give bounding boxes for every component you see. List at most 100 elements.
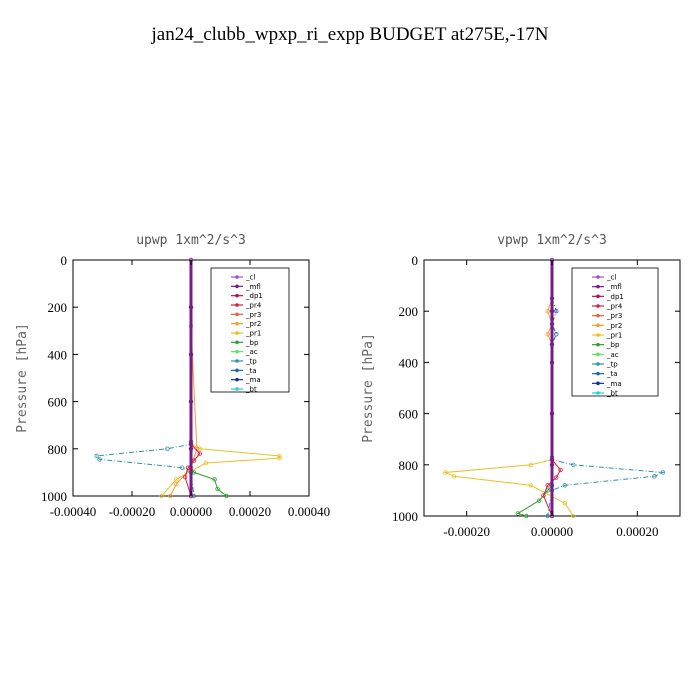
vpwp-series-point-pr2 [545, 332, 550, 337]
upwp-series-line-tp [95, 441, 195, 497]
vpwp-series-point-bp [537, 498, 542, 503]
vpwp-legend: _cl_mfl _dp1 _pr4_pr3 _pr2 _pr1_bp _ac _tp_ta _… [571, 267, 659, 398]
legend-label: _mfl [606, 283, 622, 291]
upwp-y-tick-label: 0 [61, 253, 68, 268]
vpwp-series-point-mfl [549, 411, 555, 416]
vpwp-series-point-pr4 [558, 467, 563, 473]
upwp-y-tick-label: 800 [48, 442, 68, 457]
legend-label: _cl [245, 274, 255, 282]
upwp-series-point-pr4 [182, 474, 188, 480]
legend-marker [596, 275, 600, 279]
upwp-series-point-bp [215, 486, 220, 492]
vpwp-series-point-tp [660, 470, 666, 475]
vpwp-series-point-pr4 [541, 493, 546, 498]
vpwp-series-point-ta [554, 332, 559, 337]
vpwp-y-tick-label: 200 [399, 304, 419, 319]
upwp-series-point-pr1 [174, 477, 179, 482]
vpwp-series-point-mfl [549, 309, 555, 314]
legend-marker [596, 342, 600, 347]
vpwp-series-point-mfl [549, 360, 555, 365]
upwp-series-point-tp [97, 457, 102, 462]
legend-label: _bt [245, 386, 257, 394]
legend-label: _dp1 [245, 292, 263, 300]
vpwp-x-tick-label: 0.00020 [616, 524, 658, 539]
upwp-series-line-bp [190, 467, 227, 497]
legend-marker [596, 304, 600, 308]
vpwp-y-ticks: 0 200 400 600 800 1000 [392, 253, 680, 524]
legend-label: _pr1 [606, 332, 622, 340]
vpwp-series-point-pr4 [545, 483, 550, 488]
vpwp-series-point-bp [515, 511, 521, 516]
legend-marker [235, 321, 239, 326]
upwp-series-point-mfl [188, 446, 194, 451]
upwp-y-tick-label: 600 [48, 395, 68, 410]
legend-label: _pr3 [606, 312, 622, 320]
legend-marker [235, 275, 239, 279]
vpwp-x-tick-label: -0.00020 [443, 524, 490, 539]
upwp-panel: upwp 1xm^2/s^3 -0.00040 -0.00020 0.00000 0.… [15, 233, 330, 519]
vpwp-series-line-tp [547, 457, 665, 517]
vpwp-series-point-mfl [549, 462, 555, 467]
upwp-series-point-mfl [188, 399, 194, 404]
upwp-series-point-pr4 [197, 451, 203, 456]
legend-marker [235, 377, 239, 382]
vpwp-y-tick-label: 600 [399, 407, 419, 422]
legend-label: _pr3 [245, 311, 261, 319]
legend-label: _ma [245, 376, 261, 384]
legend-label: _ac [245, 348, 258, 356]
upwp-series-point-pr1 [159, 493, 164, 499]
upwp-series-point-mfl [188, 352, 194, 357]
legend-marker [235, 284, 239, 289]
legend-marker [596, 381, 600, 386]
legend-label: _dp1 [606, 293, 624, 301]
legend-marker [235, 312, 239, 317]
legend-label: _tp [245, 358, 257, 366]
vpwp-y-axis-label: Pressure [hPa] [361, 333, 376, 443]
vpwp-legend-box [571, 267, 659, 397]
upwp-y-tick-label: 400 [48, 347, 68, 362]
vpwp-series-point-pr1 [528, 483, 533, 488]
legend-label: _pr1 [245, 330, 261, 338]
upwp-series-point-mfl [188, 305, 194, 310]
legend-label: _tp [606, 361, 618, 369]
legend-marker [235, 349, 239, 354]
upwp-y-ticks: 0 200 400 600 800 1000 [41, 253, 309, 504]
legend-marker [235, 340, 239, 345]
legend-label: _pr4 [606, 303, 623, 311]
vpwp-series-line-pr1 [443, 457, 574, 517]
legend-marker [596, 352, 600, 357]
upwp-series-point-pr1 [277, 456, 282, 461]
upwp-series-point-tp [179, 465, 185, 470]
legend-label: _ta [245, 367, 257, 375]
upwp-legend: _cl_mfl_dp1_pr4_pr3_pr2_pr1_bp_ac_tp_ta_… [210, 267, 290, 394]
vpwp-series-line-bp [516, 484, 553, 517]
legend-marker [235, 303, 239, 307]
legend-marker [235, 359, 239, 363]
vpwp-series-point-pr1 [528, 462, 533, 467]
legend-marker [235, 368, 239, 373]
legend-marker [235, 387, 239, 391]
vpwp-series-point-pr4 [554, 475, 559, 480]
vpwp-series-point-pr2 [545, 309, 550, 314]
legend-marker [235, 293, 239, 298]
vpwp-series-point-tp [652, 474, 657, 479]
upwp-x-tick-label: -0.00020 [109, 504, 156, 519]
upwp-series-point-tp [94, 453, 99, 459]
upwp-y-tick-label: 200 [48, 300, 68, 315]
legend-label: _bp [606, 341, 620, 349]
legend-marker [596, 313, 600, 318]
upwp-x-ticks: -0.00040 -0.00020 0.00000 0.00020 0.00040 [50, 260, 330, 519]
legend-label: _pr4 [245, 302, 262, 310]
vpwp-series-point-pr1 [451, 474, 457, 479]
upwp-series-line-pr1 [161, 441, 280, 497]
upwp-series-point-tp [165, 446, 170, 451]
upwp-y-axis-label: Pressure [hPa] [15, 323, 30, 433]
legend-label: _cl [606, 274, 616, 282]
vpwp-y-tick-label: 800 [399, 458, 419, 473]
vpwp-x-ticks: -0.00020 0.00000 0.00020 [443, 260, 658, 539]
upwp-x-tick-label: 0.00040 [288, 504, 330, 519]
legend-marker [596, 294, 600, 299]
legend-label: _ta [606, 370, 618, 378]
legend-label: _mfl [245, 283, 261, 291]
